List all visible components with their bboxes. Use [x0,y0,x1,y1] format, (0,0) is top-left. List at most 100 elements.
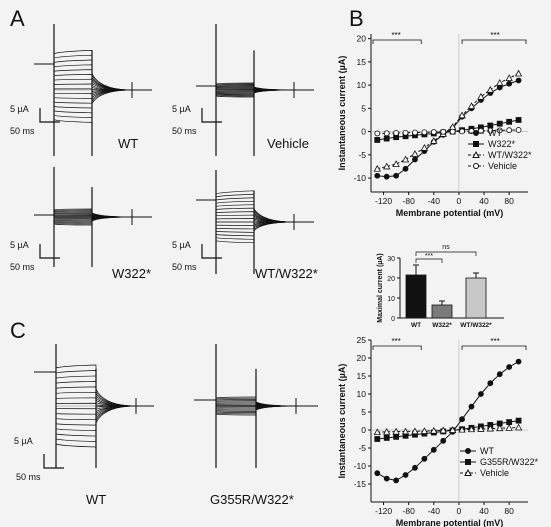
y-tick-label: -5 [358,150,366,160]
data-point [486,85,494,93]
trace-wt [34,24,152,156]
bar-sig-top-bracket [415,251,477,256]
data-point [420,144,429,151]
data-point [515,358,522,365]
scalebar-a2 [201,108,222,123]
data-point [374,130,381,137]
scale-bar [201,108,222,123]
y-tick-label: 25 [357,335,367,345]
data-point [383,427,391,435]
x-tick-label: 40 [479,506,489,516]
y-tick-label: -10 [354,461,367,471]
bar-wt [405,274,427,319]
data-point [477,92,485,100]
x-tick-label: -40 [428,506,441,516]
data-point [393,433,400,440]
legend-label: WT/W322* [488,150,532,160]
x-axis-label: Membrane potential (mV) [396,518,504,527]
bar-y-tick-label: 20 [387,276,395,283]
x-tick-label: -40 [428,196,441,206]
y-axis-label: Instantaneous current (µA) [337,56,347,171]
data-point [430,129,437,135]
data-point [374,470,381,477]
scale-current-c: 5 µA [14,436,33,446]
data-point [440,437,447,444]
legend-marker [464,468,472,476]
data-point [383,130,390,137]
panel-letter-c: C [10,318,26,343]
data-point [496,78,504,86]
data-point [467,425,476,433]
data-point [506,364,513,370]
data-point [401,427,410,435]
data-point [374,172,381,179]
y-tick-label: 0 [361,127,366,137]
bar-w322 [431,304,453,319]
data-point [383,162,391,170]
data-point [459,416,465,423]
x-tick-label: 0 [457,506,462,516]
data-point [421,455,428,462]
data-point [467,102,476,109]
data-point [420,427,429,434]
trace-label-wt-w322: WT/W322* [255,266,318,281]
data-point [486,424,494,432]
data-point [487,127,494,134]
scale-time-a3: 50 ms [10,262,35,272]
data-point [459,128,465,135]
x-tick-label: -120 [375,196,392,206]
legend-label: WT [488,128,502,138]
data-point [477,391,484,397]
sig-bracket-left [372,345,422,350]
iv-chart-b: -120 -80 -40 0 40 80 -10 -5 0 5 10 15 20 Membrane pot… [337,31,532,218]
y-tick-label: -5 [358,443,366,453]
data-point [383,435,390,441]
legend-label: G355R/W322* [480,457,539,467]
x-axis-label: Membrane potential (mV) [396,208,504,218]
panel-letter-a: A [10,6,25,31]
series-line [377,73,519,170]
data-point [440,128,447,135]
data-point [393,477,400,484]
data-point [373,428,381,436]
scale-time-c: 50 ms [16,472,41,482]
data-point [383,135,390,142]
legend-label: Vehicle [480,468,509,478]
data-point [496,424,504,432]
data-point [412,464,418,471]
y-tick-label: -10 [354,173,367,183]
iv-chart-c: -120 -80 -40 0 40 80 -15 -10 -5 0 5 10 15 20 25 Membran… [337,335,539,527]
y-tick-label: 15 [357,57,367,67]
y-tick-label: 10 [357,389,367,399]
legend-label: W322* [488,139,516,149]
sig-bracket-left [372,39,422,44]
y-tick-label: 0 [361,425,366,435]
y-axis-label: Instantaneous current (µA) [337,364,347,479]
bar-sig-top: ns [442,244,450,251]
bar-y-tick-label: 0 [391,316,395,323]
scale-time-a4: 50 ms [172,262,197,272]
trace-wt-w322 [196,170,314,274]
legend-label: Vehicle [488,161,517,171]
trace-w322 [34,167,152,267]
x-tick-label: -120 [375,506,392,516]
x-tick-label: -80 [403,506,416,516]
bar-y-tick-label: 30 [387,256,395,263]
data-point [515,417,522,424]
trace-label-c-wt: WT [86,492,107,507]
bar-category-label: WT [411,322,421,329]
scalebar-a1 [39,108,60,123]
series-line [377,420,519,440]
data-point [505,74,513,82]
x-tick-label: 80 [504,506,514,516]
data-point [412,156,418,163]
scale-current-a4: 5 µA [172,240,191,250]
data-point [477,425,485,432]
sig-right: *** [490,337,499,346]
y-tick-label: 5 [361,407,366,417]
data-point [373,164,381,172]
data-point [487,380,494,387]
